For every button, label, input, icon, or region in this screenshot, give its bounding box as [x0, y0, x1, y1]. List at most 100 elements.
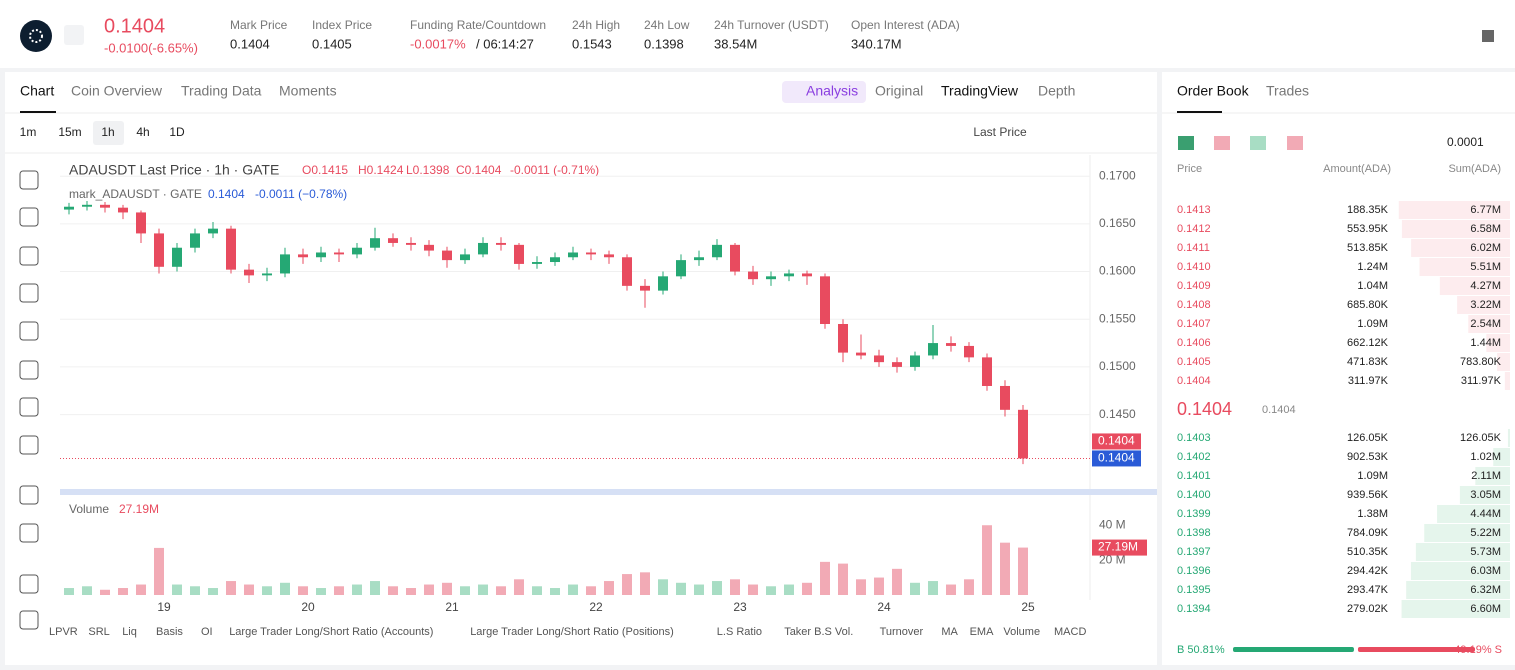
tab[interactable]: Analysis	[806, 83, 858, 99]
interval[interactable]: 1h	[101, 125, 114, 139]
draw-tool[interactable]	[19, 523, 39, 543]
ob-view[interactable]	[1178, 136, 1194, 150]
draw-tool[interactable]	[19, 207, 39, 227]
ob-price: 0.1409	[1177, 280, 1211, 292]
draw-tool[interactable]	[19, 574, 39, 594]
depth-bar	[1486, 334, 1510, 352]
ob-amount: 294.42K	[1347, 565, 1389, 577]
draw-tool[interactable]	[19, 360, 39, 380]
ob-column: Price	[1177, 163, 1202, 175]
draw-tool[interactable]	[19, 397, 39, 417]
depth-bar	[1459, 486, 1510, 504]
candle-body	[496, 242, 506, 245]
draw-tool[interactable]	[19, 485, 39, 505]
draw-tool[interactable]	[19, 321, 39, 341]
ob-tab[interactable]: Trades	[1266, 83, 1309, 99]
volume-bar	[406, 588, 416, 595]
candle-body	[478, 242, 488, 255]
stat-label: Index Price	[312, 18, 372, 32]
volume-bar	[244, 584, 254, 595]
legend-high: H0.1424	[358, 163, 404, 177]
indicator-tab[interactable]: MACD	[1054, 626, 1086, 638]
draw-tool[interactable]	[19, 170, 39, 190]
indicator-tab[interactable]: SRL	[88, 626, 109, 638]
volume-bar	[226, 581, 236, 595]
mark-tag-bg	[1092, 450, 1141, 467]
candle-body	[928, 343, 938, 356]
ob-price: 0.1399	[1177, 508, 1211, 520]
indicator-tab[interactable]: OI	[201, 626, 213, 638]
depth-bar	[1406, 581, 1510, 599]
settings-icon[interactable]	[1482, 30, 1494, 42]
draw-tool[interactable]	[19, 283, 39, 303]
indicator-tab[interactable]: LPVR	[49, 626, 78, 638]
candle-body	[172, 247, 182, 267]
draw-tool[interactable]	[19, 246, 39, 266]
volume-bar	[496, 586, 506, 595]
indicator-tab[interactable]: Large Trader Long/Short Ratio (Accounts)	[229, 626, 433, 638]
ob-price: 0.1413	[1177, 204, 1211, 216]
indicator-tab[interactable]: MA	[941, 626, 958, 638]
volume-bar	[82, 586, 92, 595]
indicator-tab[interactable]: Basis	[156, 626, 183, 638]
ob-view[interactable]	[1214, 136, 1230, 150]
depth-bar	[1468, 315, 1510, 333]
ob-amount: 126.05K	[1347, 432, 1389, 444]
indicator-tab[interactable]: Liq	[122, 626, 137, 638]
ob-price: 0.1407	[1177, 318, 1211, 330]
ob-price: 0.1394	[1177, 603, 1211, 615]
ob-view[interactable]	[1287, 136, 1303, 150]
tab[interactable]: Chart	[20, 83, 54, 99]
draw-tool[interactable]	[19, 435, 39, 455]
ob-sum: 6.60M	[1470, 603, 1501, 615]
analysis-bg	[782, 81, 866, 103]
stat-extra: / 06:14:27	[476, 36, 534, 51]
tab[interactable]: Trading Data	[181, 83, 262, 99]
ob-amount: 902.53K	[1347, 451, 1389, 463]
depth-bar	[1439, 277, 1510, 295]
ob-sum: 6.58M	[1470, 223, 1501, 235]
precision[interactable]: 0.0001	[1447, 135, 1484, 149]
ob-sum: 1.44M	[1470, 337, 1501, 349]
candle-body	[136, 212, 146, 234]
draw-tool[interactable]	[19, 610, 39, 630]
stat-label: 24h Turnover (USDT)	[714, 18, 829, 32]
mark-price: 0.1404	[208, 187, 245, 201]
volume-bar	[460, 586, 470, 595]
interval[interactable]: 4h	[136, 125, 149, 139]
candle-body	[82, 204, 92, 207]
interval[interactable]: 1D	[169, 125, 185, 139]
candle-body	[1018, 409, 1028, 459]
ob-price: 0.1397	[1177, 546, 1211, 558]
interval[interactable]: 15m	[58, 125, 81, 139]
indicator-tab[interactable]: Taker B.S Vol.	[784, 626, 853, 638]
indicator-tab[interactable]: EMA	[970, 626, 995, 638]
ob-view[interactable]	[1250, 136, 1266, 150]
volume-tick: 20 M	[1099, 552, 1126, 566]
indicator-tab[interactable]: L.S Ratio	[717, 626, 762, 638]
tab[interactable]: TradingView	[941, 83, 1019, 99]
ob-tab[interactable]: Order Book	[1177, 83, 1250, 99]
ob-sum: 311.97K	[1461, 375, 1502, 387]
ob-price: 0.1411	[1177, 242, 1210, 254]
buy-ratio	[1233, 647, 1354, 652]
candle-body	[316, 252, 326, 258]
indicator-tab[interactable]: Turnover	[880, 626, 924, 638]
indicator-tab[interactable]: Volume	[1003, 626, 1040, 638]
price-type[interactable]: Last Price	[973, 125, 1027, 139]
coin-icon[interactable]	[20, 20, 52, 52]
tab[interactable]: Moments	[279, 83, 337, 99]
ob-amount: 1.24M	[1357, 261, 1388, 273]
x-tick-label: 21	[445, 600, 459, 614]
tab[interactable]: Depth	[1038, 83, 1075, 99]
indicator-tab[interactable]: Large Trader Long/Short Ratio (Positions…	[470, 626, 674, 638]
ob-sum: 4.44M	[1470, 508, 1501, 520]
y-tick-label: 0.1600	[1099, 264, 1136, 278]
tab[interactable]: Original	[875, 83, 923, 99]
favorite[interactable]	[64, 25, 84, 45]
stat-label: 24h Low	[644, 18, 690, 32]
ob-amount: 293.47K	[1347, 584, 1389, 596]
tab[interactable]: Coin Overview	[71, 83, 163, 99]
interval[interactable]: 1m	[20, 125, 37, 139]
